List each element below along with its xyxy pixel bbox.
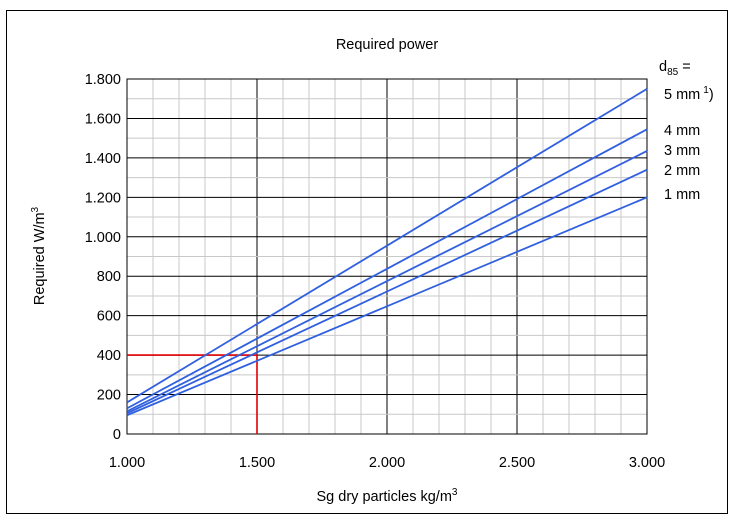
- y-tick-label: 1.400: [85, 151, 121, 167]
- y-tick-label: 600: [97, 309, 121, 325]
- plot-area: [126, 78, 648, 435]
- series-line-3-mm: [126, 150, 648, 413]
- legend-label: 4 mm: [664, 123, 700, 139]
- series-line-2-mm: [126, 168, 648, 415]
- x-tick-label: 1.000: [109, 455, 145, 471]
- legend: 5 mm 1) 4 mm 3 mm 2 mm 1 mm: [664, 85, 714, 203]
- y-tick-label: 1.800: [85, 72, 121, 88]
- y-tick-labels: 0 200 400 600 800 1.000 1.200 1.400 1.600 1.800: [85, 72, 121, 443]
- chart-frame: [6, 10, 728, 514]
- series-line-1-mm: [126, 196, 648, 417]
- legend-label: 3 mm: [664, 143, 700, 159]
- chart-title: Required power: [336, 37, 439, 53]
- y-axis-label: Required W/m3: [30, 206, 48, 305]
- y-tick-label: 1.000: [85, 230, 121, 246]
- x-tick-label: 3.000: [629, 455, 665, 471]
- legend-label: 2 mm: [664, 163, 700, 179]
- legend-label: 1 mm: [664, 187, 700, 203]
- x-axis-label: Sg dry particles kg/m3: [317, 487, 458, 505]
- series-group: [126, 88, 648, 417]
- y-tick-label: 1.600: [85, 111, 121, 127]
- y-tick-label: 0: [113, 427, 121, 443]
- x-tick-label: 2.000: [369, 455, 405, 471]
- legend-label: 5 mm 1): [664, 85, 714, 103]
- y-tick-label: 800: [97, 269, 121, 285]
- y-tick-label: 200: [97, 388, 121, 404]
- y-tick-label: 1.200: [85, 190, 121, 206]
- legend-header: d85 =: [659, 59, 691, 78]
- y-tick-label: 400: [97, 348, 121, 364]
- x-tick-labels: 1.000 1.500 2.000 2.500 3.000: [109, 455, 665, 471]
- x-tick-label: 2.500: [499, 455, 535, 471]
- guide-line: [127, 354, 258, 434]
- grid: [126, 78, 648, 435]
- series-line-5-mm: [126, 88, 648, 404]
- x-tick-label: 1.500: [239, 455, 275, 471]
- series-line-4-mm: [126, 128, 648, 410]
- guide-lines: [127, 354, 258, 434]
